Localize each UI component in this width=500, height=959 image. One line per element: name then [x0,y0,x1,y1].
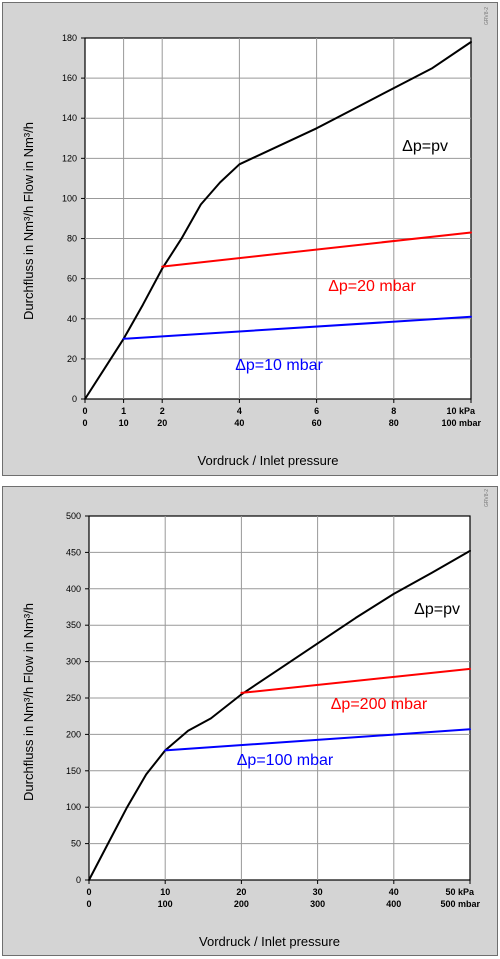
series-label: Δp=100 mbar [237,752,334,769]
x-tick-label-mbar: 10 [119,418,129,428]
series-label: Δp=20 mbar [328,278,416,295]
chart-panel-bottom: 0 50 100 150 200 250 300 350 400 450 500 0 0 10 100 20 2… [2,486,498,956]
y-tick-label: 200 [66,729,81,739]
series-line [84,41,472,400]
series-label: Δp=pv [402,138,448,155]
x-tick-label-mbar: 0 [82,418,87,428]
x-axis-title: Vordruck / Inlet pressure [198,453,339,468]
y-tick-label: 0 [76,875,81,885]
y-tick-label: 400 [66,584,81,594]
x-tick-label-kpa: 30 [313,887,323,897]
x-tick-label-kpa: 4 [237,406,242,416]
x-tick-label-mbar: 40 [234,418,244,428]
x-tick-label-mbar: 200 [234,899,249,909]
y-tick-label: 0 [72,394,77,404]
plot-area [84,37,472,400]
y-tick-label: 120 [62,153,77,163]
flow-chart-bottom: 0501001502002503003504004505000010100202… [21,489,490,949]
x-tick-label-mbar: 80 [389,418,399,428]
y-tick-label: 300 [66,657,81,667]
x-tick-label-kpa: 8 [391,406,396,416]
y-tick-label: 100 [62,193,77,203]
y-tick-label: 100 [66,802,81,812]
x-tick-label-kpa: 20 [236,887,246,897]
x-tick-label-kpa: 1 [121,406,126,416]
y-tick-label: 40 [67,314,77,324]
y-tick-label: 20 [67,354,77,364]
series-line [122,315,472,340]
chart-panel-top: 0 20 40 60 80 100 120 140 160 180 0 0 1 10 2 20 4 40 6 60 8 8… [2,2,498,476]
x-tick-label-kpa: 0 [86,887,91,897]
y-axis-title: Durchfluss in Nm³/h Flow in Nm³/h [21,122,36,320]
y-axis-title: Durchfluss in Nm³/h Flow in Nm³/h [21,603,36,801]
series-label: Δp=pv [414,601,460,618]
figure-code: GRV8-2 [484,7,490,25]
x-tick-label-mbar: 0 [86,899,91,909]
x-tick-label-kpa: 2 [160,406,165,416]
x-tick-label-mbar: 60 [312,418,322,428]
x-tick-label-mbar: 20 [157,418,167,428]
y-tick-label: 50 [71,839,81,849]
x-tick-label-kpa: 10 kPa [446,406,476,416]
series-label: Δp=200 mbar [331,696,428,713]
x-tick-label-mbar: 100 [158,899,173,909]
y-tick-label: 180 [62,33,77,43]
series-label: Δp=10 mbar [235,357,323,374]
series-line [88,549,471,881]
series-line [161,231,472,268]
y-tick-label: 350 [66,620,81,630]
x-tick-label-kpa: 0 [82,406,87,416]
x-tick-label-mbar: 300 [310,899,325,909]
y-tick-label: 450 [66,547,81,557]
x-tick-label-mbar: 400 [386,899,401,909]
y-tick-label: 80 [67,234,77,244]
x-axis-title: Vordruck / Inlet pressure [199,934,340,949]
x-tick-label-kpa: 50 kPa [445,887,475,897]
series-line [164,728,471,752]
y-tick-label: 500 [66,511,81,521]
flow-chart-top: 0204060801001201401601800011022044066088… [21,7,490,468]
x-tick-label-kpa: 40 [389,887,399,897]
x-tick-label-mbar: 100 mbar [441,418,481,428]
figure-code: GRV8-2 [484,489,490,507]
y-tick-label: 140 [62,113,77,123]
series-line [240,667,471,694]
x-tick-label-kpa: 6 [314,406,319,416]
y-tick-label: 250 [66,693,81,703]
y-tick-label: 160 [62,73,77,83]
x-tick-label-kpa: 10 [160,887,170,897]
y-tick-label: 150 [66,766,81,776]
x-tick-label-mbar: 500 mbar [440,899,480,909]
y-tick-label: 60 [67,274,77,284]
